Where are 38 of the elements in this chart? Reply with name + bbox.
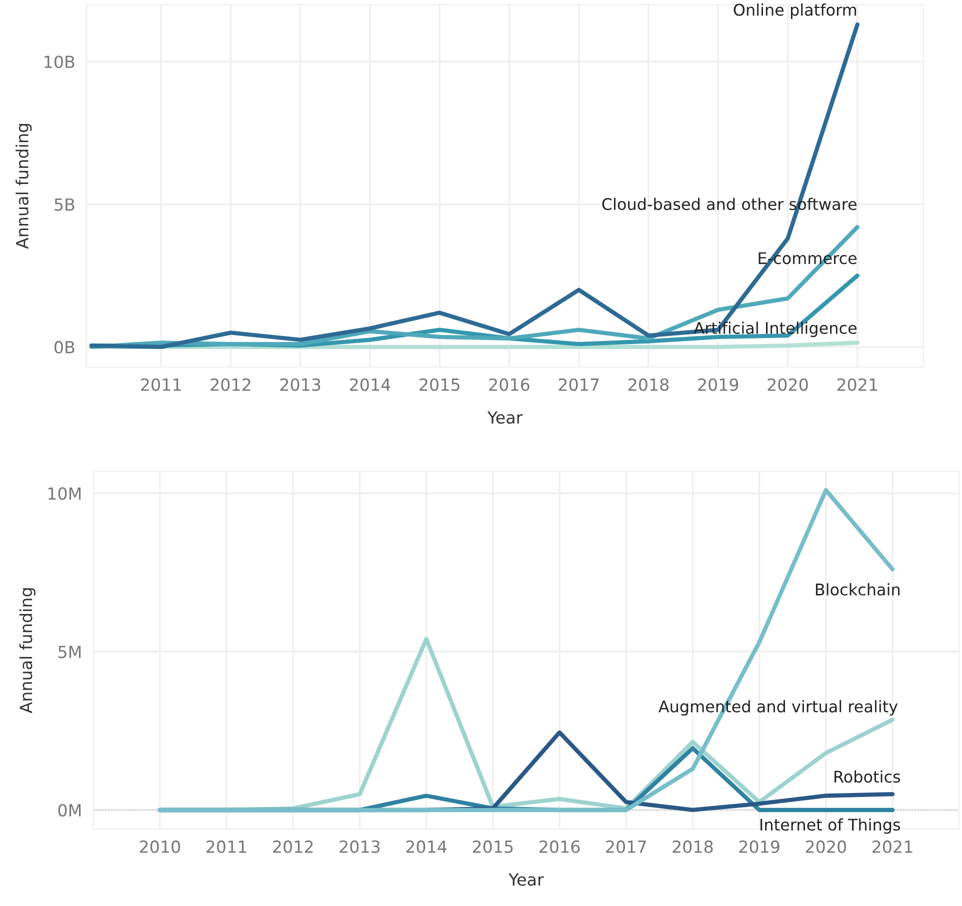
series-label: Online platform	[734, 3, 856, 19]
y-tick-label: 10B	[44, 56, 74, 68]
x-tick-label: 2012	[273, 840, 313, 853]
x-tick-label: 2013	[340, 840, 380, 853]
x-tick-label: 2021	[837, 378, 878, 391]
x-tick-label: 2021	[872, 840, 912, 853]
y-tick-label: 5M	[58, 646, 81, 658]
x-tick-label: 2019	[698, 378, 738, 391]
y-axis-title: Annual funding	[19, 588, 36, 714]
x-tick-label: 2011	[141, 378, 181, 391]
y-tick-label: 5B	[54, 198, 74, 211]
x-tick-label: 2015	[472, 840, 513, 853]
x-tick-label: 2013	[280, 378, 320, 391]
x-tick-label: 2016	[540, 840, 580, 853]
series-label: Internet of Things	[760, 818, 900, 834]
line-series	[89, 22, 860, 350]
x-tick-label: 2017	[558, 378, 599, 391]
x-tick-label: 2019	[739, 840, 780, 853]
x-tick-label: 2020	[768, 378, 808, 391]
y-tick-label: 0M	[58, 804, 81, 817]
x-tick-label: 2016	[489, 378, 530, 391]
x-tick-label: 2018	[672, 840, 713, 853]
x-axis-title: Year	[487, 411, 523, 424]
series-label: Robotics	[834, 770, 900, 783]
x-tick-label: 2014	[406, 840, 447, 853]
x-axis-title: Year	[508, 873, 544, 886]
series-label: Blockchain	[816, 583, 900, 596]
x-tick-label: 2010	[140, 840, 180, 853]
y-tick-label: 10M	[48, 487, 81, 500]
x-tick-label: 2020	[806, 840, 846, 853]
x-tick-label: 2015	[420, 378, 460, 391]
x-tick-label: 2014	[350, 378, 390, 391]
y-tick-label: 0B	[54, 340, 74, 354]
x-tick-label: 2018	[628, 378, 669, 391]
y-axis-title: Annual funding	[16, 124, 32, 249]
x-tick-label: 2012	[210, 378, 250, 391]
x-tick-label: 2017	[606, 840, 646, 853]
x-tick-label: 2011	[206, 840, 246, 853]
